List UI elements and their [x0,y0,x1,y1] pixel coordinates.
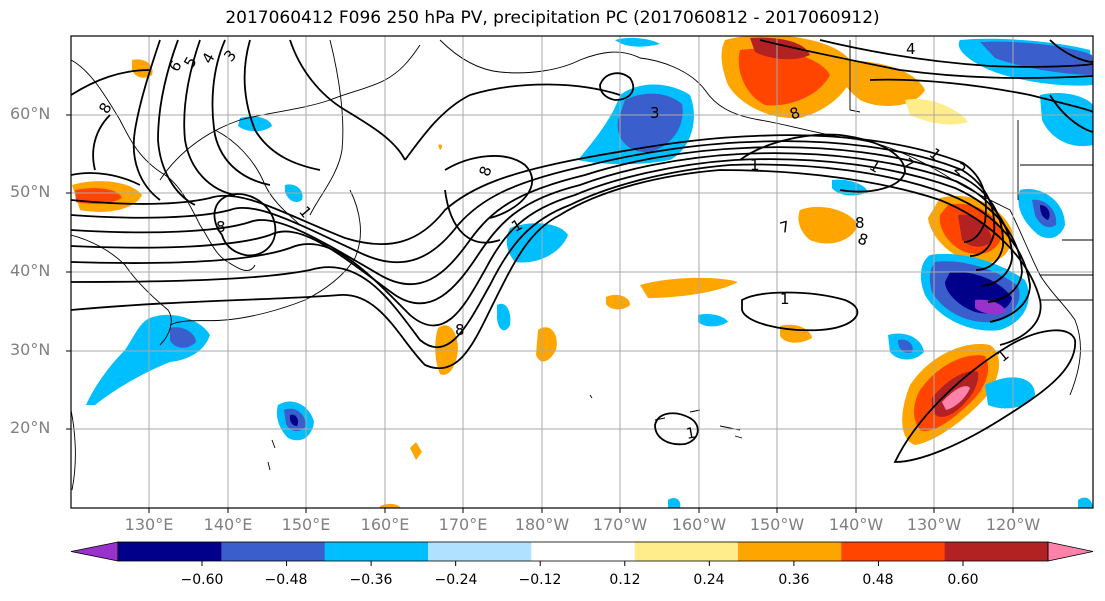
coastlines [71,39,1093,491]
contour-label: 3 [650,104,660,122]
colorbar-tick-label: 0.60 [947,572,979,588]
lon-label-150w: 150°W [749,515,805,534]
lon-label-130e: 130°E [124,515,174,534]
contour-label: 8 [855,214,865,232]
lon-label-160e: 160°E [360,515,410,534]
lon-label-180w: 180°W [514,515,570,534]
contour-label: 7 [778,217,792,237]
colorbar-tick-label: −0.60 [180,572,224,588]
pv-contours [71,39,1093,463]
lon-label-170e: 170°E [438,515,488,534]
map-frame [70,35,1094,509]
lat-label-40n: 40°N [10,261,51,280]
lon-label-160w: 160°W [671,515,727,534]
colorbar-tick-label: 0.24 [693,572,725,588]
colorbar-outline [117,541,1049,562]
colorbar-segment [738,542,842,561]
contour-label: 8 [455,321,465,339]
lat-label-30n: 30°N [10,340,51,359]
colorbar-segment [118,542,222,561]
contour-label: 8 [216,218,226,236]
lon-label-120w: 120°W [985,515,1041,534]
lat-label-60n: 60°N [10,104,51,123]
colorbar-tick-label: −0.48 [264,572,308,588]
lon-label-140w: 140°W [828,515,884,534]
colorbar-segment [841,542,946,561]
colorbar-segment [324,542,429,561]
colorbar-extend-high [1047,541,1094,562]
lat-label-50n: 50°N [10,182,51,201]
colorbar-tick-label: −0.24 [434,572,478,588]
graticule [71,36,1093,508]
colorbar-tick-label: 0.36 [778,572,810,588]
lat-label-20n: 20°N [10,418,51,437]
colorbar-extend-low [70,541,119,562]
contour-label: 4 [906,40,916,58]
lon-label-140e: 140°E [203,515,253,534]
colorbar-segment [531,542,636,561]
lon-label-170w: 170°W [592,515,648,534]
colorbar-tick-label: 0.48 [862,572,894,588]
precip-anomaly-shading [72,36,1093,508]
colorbar-tick-label: −0.36 [349,572,393,588]
colorbar-segment [428,542,532,561]
contour-label: 1 [750,156,760,174]
axis-ticks [66,114,1014,513]
contour-label: 1 [780,290,790,308]
colorbar-segment [634,542,739,561]
colorbar-segment [221,542,326,561]
map-title: 2017060412 F096 250 hPa PV, precipitatio… [225,8,880,28]
colorbar-tick-label: −0.12 [518,572,562,588]
colorbar-segment [944,542,1049,561]
lon-label-130w: 130°W [906,515,962,534]
colorbar-tick-label: 0.12 [609,572,641,588]
lon-label-150e: 150°E [281,515,331,534]
contour-label: 1 [685,424,698,443]
